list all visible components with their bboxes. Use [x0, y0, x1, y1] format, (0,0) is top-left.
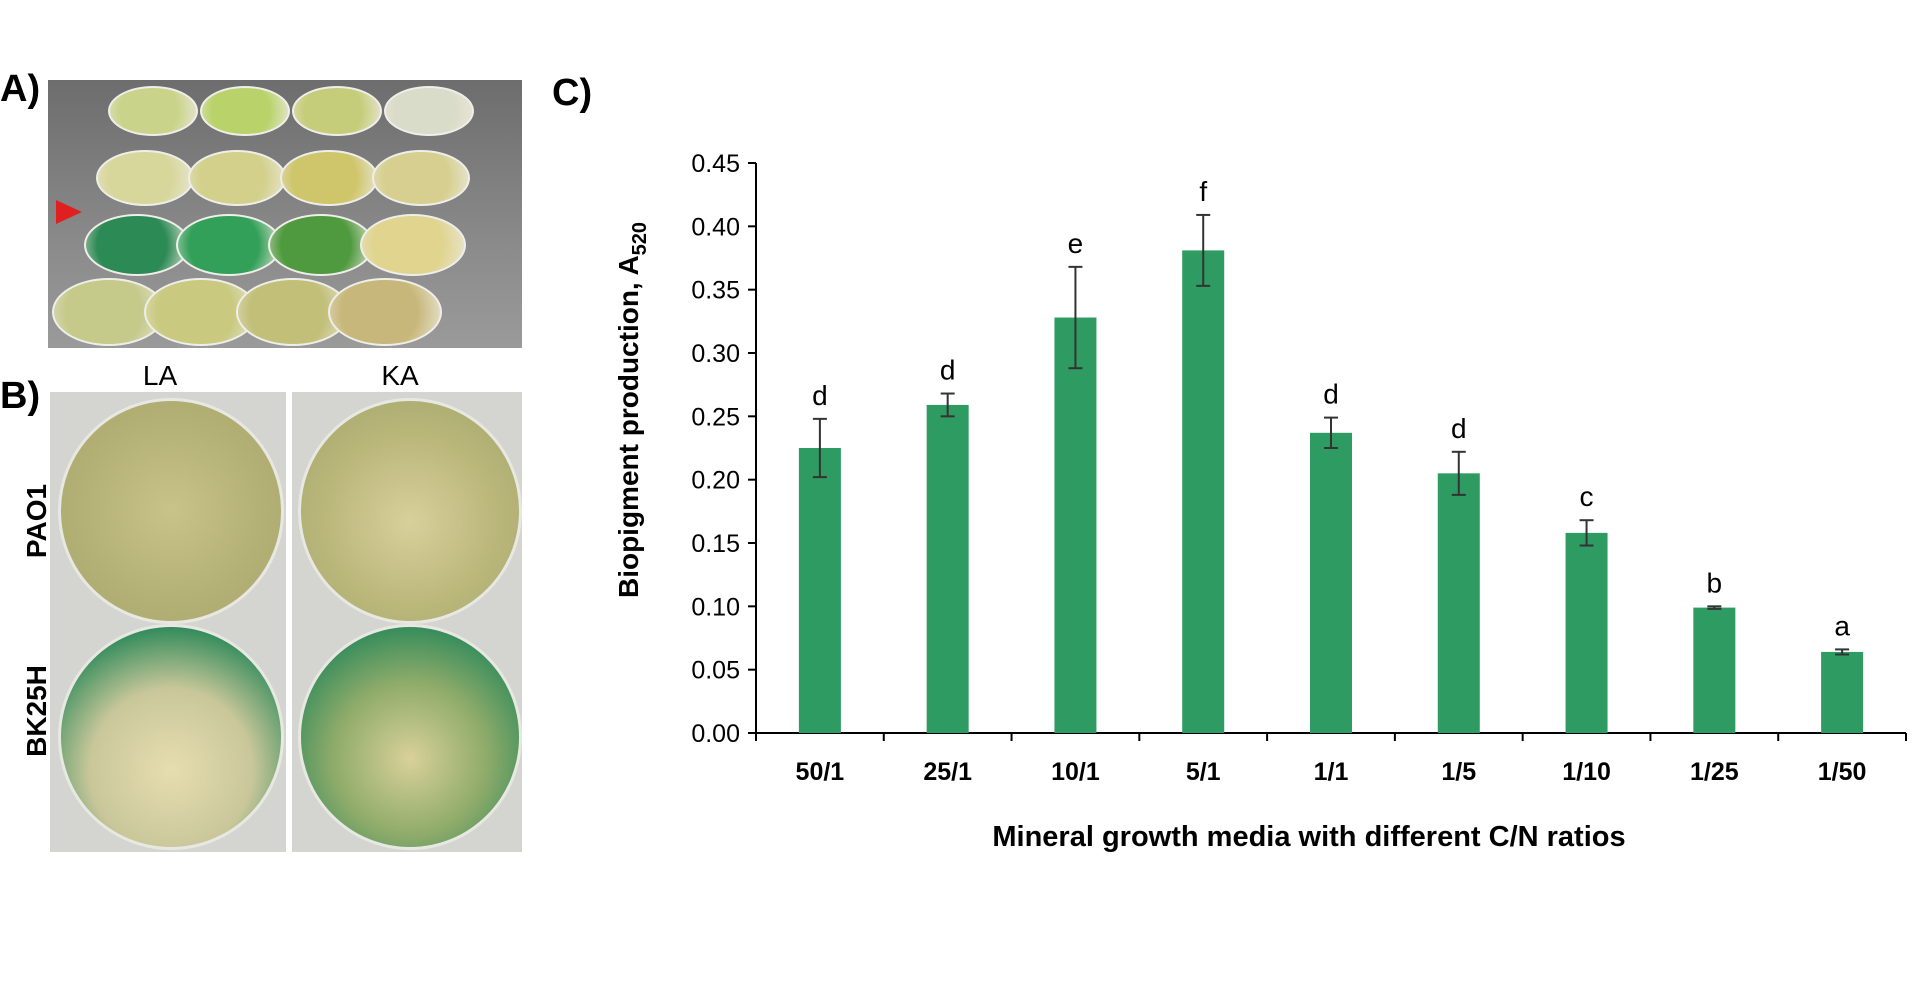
y-tick-label: 0.00 [691, 720, 740, 748]
bar-1/50 [1821, 651, 1864, 733]
bar-chart: 0.00 0.05 0.10 0.15 0.20 0.25 0.30 0.35 0.40 0.45… [613, 150, 1907, 853]
y-axis-label: Biopigment production, A520 [613, 222, 651, 598]
y-tick-label: 0.10 [691, 593, 740, 621]
plate-a-r1-c1 [108, 86, 198, 136]
panel-a-label: A) [0, 68, 41, 110]
plate-a-r2-c3 [280, 150, 378, 206]
panel-c-label: C) [552, 72, 593, 114]
photo-ka [292, 392, 522, 852]
y-tick-label: 0.20 [691, 467, 740, 495]
plate-bk25h-la [58, 624, 284, 850]
plate-a-r1-c3 [292, 86, 382, 136]
bar-5/1 [1182, 250, 1225, 733]
significance-letter: b [1707, 567, 1723, 598]
y-tick-label: 0.30 [691, 340, 740, 368]
y-tick-label: 0.35 [691, 277, 740, 305]
column-label-ka: KA [381, 360, 419, 391]
plate-a-r3-c4 [360, 214, 466, 276]
significance-letter: d [812, 380, 828, 411]
photo-la [50, 392, 286, 852]
plate-pao1-la [58, 398, 284, 624]
significance-letter: c [1580, 481, 1594, 512]
plate-a-r2-c2 [188, 150, 286, 206]
significance-letter: d [940, 355, 956, 386]
significance-letter: a [1834, 610, 1850, 641]
plate-a-r3-c2 [176, 214, 282, 276]
x-tick-label: 1/5 [1441, 758, 1476, 786]
significance-letter: d [1323, 379, 1339, 410]
plate-a-r1-c4 [384, 86, 474, 136]
y-tick-label: 0.40 [691, 213, 740, 241]
plate-a-r1-c2 [200, 86, 290, 136]
significance-letter: f [1199, 176, 1207, 207]
plate-pao1-ka [298, 398, 522, 624]
y-tick-label: 0.45 [691, 150, 740, 178]
significance-letter: e [1068, 228, 1084, 259]
red-arrow-icon [56, 200, 82, 224]
bar-1/5 [1437, 473, 1480, 733]
x-tick-label: 25/1 [923, 758, 972, 786]
y-tick-label: 0.05 [691, 657, 740, 685]
plate-bk25h-ka [298, 624, 522, 850]
x-tick-label: 1/10 [1562, 758, 1611, 786]
row-label-bk25h: BK25H [21, 665, 52, 757]
x-tick-label: 50/1 [796, 758, 845, 786]
bar-1/10 [1565, 532, 1608, 733]
bar-10/1 [1054, 317, 1097, 733]
y-tick-label: 0.15 [691, 530, 740, 558]
plate-a-r4-c4 [328, 278, 442, 346]
column-label-la: LA [142, 360, 178, 391]
row-label-pao1: PAO1 [21, 483, 52, 559]
y-tick-label: 0.25 [691, 403, 740, 431]
x-axis-label: Mineral growth media with different C/N … [992, 821, 1625, 853]
plate-a-r3-c3 [268, 214, 374, 276]
plates-photo [48, 80, 522, 348]
x-tick-label: 10/1 [1051, 758, 1100, 786]
plate-a-r3-c1 [84, 214, 190, 276]
bar-1/1 [1310, 432, 1352, 733]
bar-50/1 [798, 448, 841, 733]
x-tick-label: 1/1 [1314, 758, 1349, 786]
x-tick-label: 1/50 [1818, 758, 1867, 786]
plate-a-r2-c4 [372, 150, 470, 206]
significance-letter: d [1451, 413, 1467, 444]
x-tick-label: 1/25 [1690, 758, 1739, 786]
bar-1/25 [1693, 607, 1736, 733]
panel-b-label: B) [0, 375, 41, 417]
plate-a-r2-c1 [96, 150, 194, 206]
x-tick-label: 5/1 [1186, 758, 1221, 786]
bar-25/1 [926, 404, 969, 733]
